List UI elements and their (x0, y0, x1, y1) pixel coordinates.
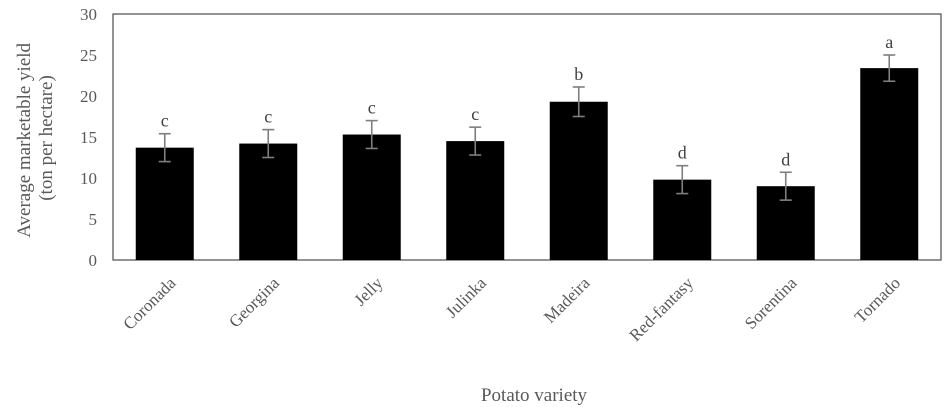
x-tick-label: Madeira (540, 273, 594, 327)
significance-label: c (264, 107, 272, 127)
x-axis: Coronada Georgina Jelly Julinka Madeira Red-f… (119, 273, 904, 345)
significance-label: c (368, 98, 376, 118)
y-tick-label: 0 (89, 251, 98, 270)
y-axis-title: Average marketable yield (ton per hectar… (14, 38, 57, 238)
x-tick-label: Julinka (442, 273, 490, 321)
bar (446, 141, 505, 260)
bar (549, 101, 608, 261)
y-axis-title-line-2: (ton per hectare) (36, 75, 57, 201)
y-tick-label: 5 (89, 210, 98, 229)
significance-label: b (574, 64, 583, 84)
significance-label: d (781, 149, 790, 169)
plot-frame (112, 13, 942, 261)
bar (239, 143, 298, 260)
x-tick-label: Tornado (851, 273, 904, 326)
significance-label: d (678, 143, 687, 163)
y-tick-label: 15 (80, 128, 97, 147)
y-tick-label: 25 (80, 46, 97, 65)
bar (860, 68, 919, 261)
y-axis-title-line-1: Average marketable yield (14, 42, 35, 237)
x-tick-label: Georgina (225, 273, 283, 331)
significance-label: c (161, 111, 169, 131)
y-tick-label: 30 (80, 5, 97, 24)
x-tick-label: Red-fantasy (626, 273, 698, 345)
x-tick-label: Sorentina (741, 273, 801, 333)
bar (135, 147, 194, 260)
y-axis: 0 5 10 15 20 25 30 (80, 5, 97, 270)
significance-label: c (471, 104, 479, 124)
bar (342, 134, 401, 260)
y-tick-label: 10 (80, 169, 97, 188)
significance-label: a (885, 32, 893, 52)
x-axis-title: Potato variety (481, 385, 588, 406)
bars: c c c c b d d a (135, 32, 919, 261)
y-tick-label: 20 (80, 87, 97, 106)
x-tick-label: Jelly (350, 273, 386, 309)
plot-border (112, 13, 942, 261)
x-tick-label: Coronada (119, 273, 179, 333)
